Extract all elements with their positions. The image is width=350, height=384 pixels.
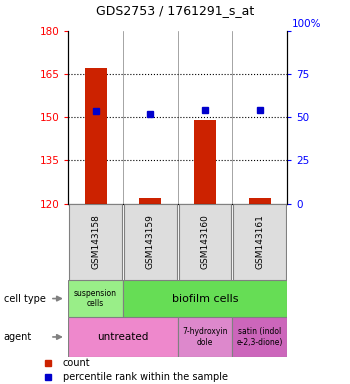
Text: GSM143160: GSM143160 bbox=[201, 215, 209, 269]
Text: GSM143159: GSM143159 bbox=[146, 215, 155, 269]
Text: count: count bbox=[63, 358, 90, 367]
Bar bbox=[233, 204, 286, 280]
Bar bbox=[124, 204, 176, 280]
Text: 7-hydroxyin
dole: 7-hydroxyin dole bbox=[182, 327, 228, 347]
Bar bbox=[194, 120, 216, 204]
Text: 100%: 100% bbox=[291, 19, 321, 29]
Bar bbox=[177, 317, 232, 357]
Bar bbox=[85, 68, 106, 204]
Bar bbox=[68, 317, 177, 357]
Text: untreated: untreated bbox=[97, 332, 149, 342]
Text: agent: agent bbox=[4, 332, 32, 342]
Text: percentile rank within the sample: percentile rank within the sample bbox=[63, 372, 228, 382]
Bar bbox=[69, 204, 122, 280]
Bar bbox=[68, 280, 123, 317]
Bar bbox=[232, 317, 287, 357]
Text: suspension
cells: suspension cells bbox=[74, 289, 117, 308]
Text: GSM143158: GSM143158 bbox=[91, 215, 100, 269]
Bar bbox=[249, 198, 271, 204]
Bar bbox=[179, 204, 231, 280]
Text: biofilm cells: biofilm cells bbox=[172, 293, 238, 304]
Bar bbox=[123, 280, 287, 317]
Text: GDS2753 / 1761291_s_at: GDS2753 / 1761291_s_at bbox=[96, 4, 254, 17]
Text: satin (indol
e-2,3-dione): satin (indol e-2,3-dione) bbox=[237, 327, 283, 347]
Text: cell type: cell type bbox=[4, 293, 46, 304]
Bar bbox=[139, 198, 161, 204]
Text: GSM143161: GSM143161 bbox=[255, 215, 264, 269]
